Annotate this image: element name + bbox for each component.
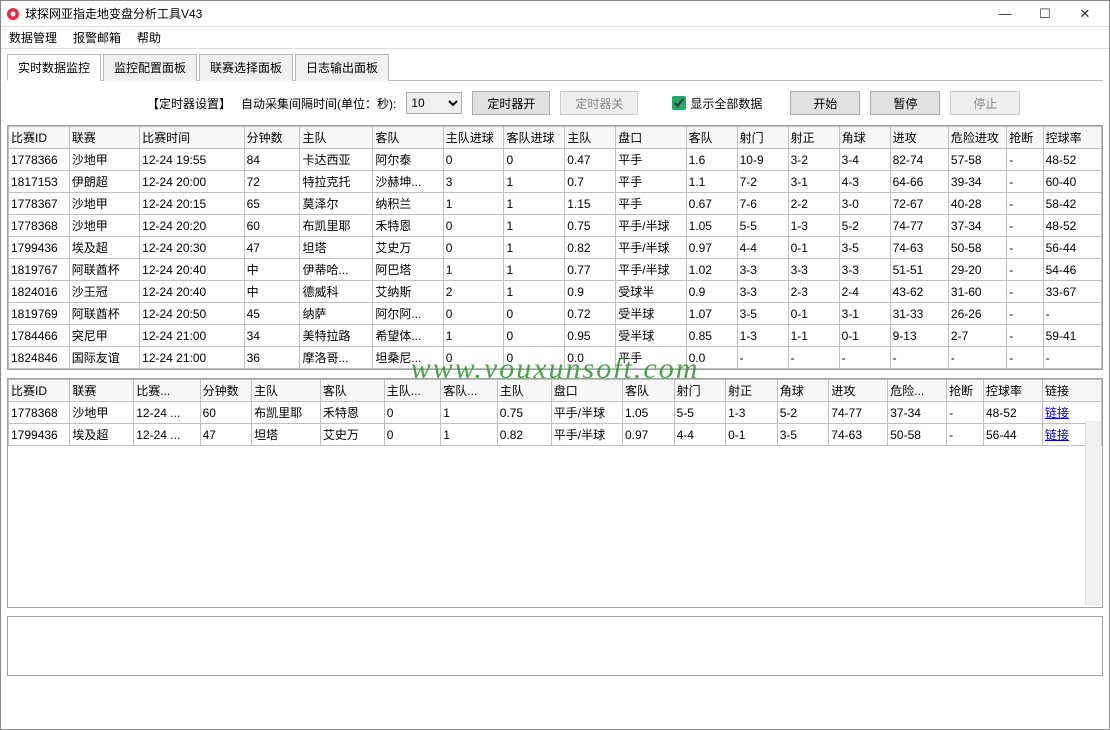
table-row[interactable]: 1778366沙地甲12-24 19:5584卡达西亚阿尔泰000.47平手1.… (9, 149, 1102, 171)
column-header[interactable]: 比赛ID (9, 127, 70, 149)
column-header[interactable]: 比赛时间 (140, 127, 244, 149)
start-button[interactable]: 开始 (790, 91, 860, 115)
timer-on-button[interactable]: 定时器开 (472, 91, 550, 115)
table-row[interactable]: 1799436埃及超12-24 20:3047坦塔艾史万010.82平手/半球0… (9, 237, 1102, 259)
column-header[interactable]: 客队 (622, 380, 674, 402)
maximize-button[interactable]: ☐ (1025, 2, 1065, 26)
column-header[interactable]: 抢断 (947, 380, 984, 402)
show-all-input[interactable] (672, 96, 686, 110)
column-header[interactable]: 角球 (777, 380, 829, 402)
column-header[interactable]: 角球 (839, 127, 890, 149)
main-grid: 比赛ID联赛比赛时间分钟数主队客队主队进球客队进球主队盘口客队射门射正角球进攻危… (7, 125, 1103, 370)
column-header[interactable]: 比赛... (134, 380, 200, 402)
column-header[interactable]: 主队... (384, 380, 440, 402)
table-row[interactable]: 1778368沙地甲12-24 ...60布凯里耶禾特恩010.75平手/半球1… (9, 402, 1102, 424)
table-row[interactable]: 1824016沙王冠12-24 20:40中德威科艾纳斯210.9受球半0.93… (9, 281, 1102, 303)
pause-button[interactable]: 暂停 (870, 91, 940, 115)
interval-label: 自动采集间隔时间(单位：秒): (241, 95, 396, 112)
tab-monitor-config[interactable]: 监控配置面板 (103, 54, 197, 81)
timer-settings-label: 【定时器设置】 (147, 95, 231, 112)
minimize-button[interactable]: — (985, 2, 1025, 26)
column-header[interactable]: 主队 (565, 127, 616, 149)
column-header[interactable]: 联赛 (69, 127, 139, 149)
tab-log-output[interactable]: 日志输出面板 (295, 54, 389, 81)
table-row[interactable]: 1824846国际友谊12-24 21:0036摩洛哥...坦桑尼...000.… (9, 347, 1102, 369)
table-row[interactable]: 1817153伊朗超12-24 20:0072特拉克托沙赫坤...310.7平手… (9, 171, 1102, 193)
table-row[interactable]: 1784466突尼甲12-24 21:0034美特拉路希望体...100.95受… (9, 325, 1102, 347)
window-title: 球探网亚指走地变盘分析工具V43 (25, 5, 985, 22)
detail-link[interactable]: 链接 (1045, 406, 1069, 420)
log-textarea[interactable] (7, 616, 1103, 676)
column-header[interactable]: 射正 (788, 127, 839, 149)
tab-league-select[interactable]: 联赛选择面板 (199, 54, 293, 81)
column-header[interactable]: 客队 (373, 127, 443, 149)
column-header[interactable]: 抢断 (1007, 127, 1043, 149)
column-header[interactable]: 分钟数 (200, 380, 252, 402)
show-all-checkbox[interactable]: 显示全部数据 (672, 95, 762, 112)
column-header[interactable]: 主队 (497, 380, 551, 402)
table-row[interactable]: 1778367沙地甲12-24 20:1565莫泽尔纳积兰111.15平手0.6… (9, 193, 1102, 215)
column-header[interactable]: 主队 (252, 380, 321, 402)
table-row[interactable]: 1819767阿联酋杯12-24 20:40中伊蒂哈...阿巴塔110.77平手… (9, 259, 1102, 281)
column-header[interactable]: 控球率 (1043, 127, 1101, 149)
column-header[interactable]: 分钟数 (244, 127, 300, 149)
column-header[interactable]: 射门 (674, 380, 726, 402)
close-button[interactable]: ✕ (1065, 2, 1105, 26)
column-header[interactable]: 比赛ID (9, 380, 70, 402)
column-header[interactable]: 客队进球 (504, 127, 565, 149)
column-header[interactable]: 射门 (737, 127, 788, 149)
tabstrip: 实时数据监控 监控配置面板 联赛选择面板 日志输出面板 (7, 53, 1103, 81)
column-header[interactable]: 控球率 (984, 380, 1043, 402)
titlebar: 球探网亚指走地变盘分析工具V43 — ☐ ✕ (1, 1, 1109, 27)
interval-select[interactable]: 10 (406, 92, 462, 114)
app-icon (5, 6, 21, 22)
menu-data[interactable]: 数据管理 (5, 27, 61, 48)
tab-realtime[interactable]: 实时数据监控 (7, 54, 101, 81)
column-header[interactable]: 联赛 (70, 380, 134, 402)
column-header[interactable]: 危险... (888, 380, 947, 402)
column-header[interactable]: 盘口 (616, 127, 686, 149)
table-row[interactable]: 1819769阿联酋杯12-24 20:5045纳萨阿尔阿...000.72受半… (9, 303, 1102, 325)
column-header[interactable]: 链接 (1042, 380, 1101, 402)
column-header[interactable]: 客队 (686, 127, 737, 149)
timer-off-button[interactable]: 定时器关 (560, 91, 638, 115)
column-header[interactable]: 盘口 (551, 380, 622, 402)
column-header[interactable]: 进攻 (829, 380, 888, 402)
column-header[interactable]: 客队... (441, 380, 497, 402)
alert-grid: 比赛ID联赛比赛...分钟数主队客队主队...客队...主队盘口客队射门射正角球… (7, 378, 1103, 608)
toolbar: 【定时器设置】 自动采集间隔时间(单位：秒): 10 定时器开 定时器关 显示全… (7, 81, 1103, 125)
stop-button[interactable]: 停止 (950, 91, 1020, 115)
detail-link[interactable]: 链接 (1045, 428, 1069, 442)
menubar: 数据管理 报警邮箱 帮助 (1, 27, 1109, 49)
menu-alert-mail[interactable]: 报警邮箱 (69, 27, 125, 48)
menu-help[interactable]: 帮助 (133, 27, 165, 48)
column-header[interactable]: 危险进攻 (948, 127, 1006, 149)
table-row[interactable]: 1778368沙地甲12-24 20:2060布凯里耶禾特恩010.75平手/半… (9, 215, 1102, 237)
column-header[interactable]: 射正 (726, 380, 778, 402)
column-header[interactable]: 客队 (320, 380, 384, 402)
scrollbar-vertical[interactable] (1085, 421, 1101, 606)
column-header[interactable]: 进攻 (890, 127, 948, 149)
column-header[interactable]: 主队进球 (443, 127, 504, 149)
table-row[interactable]: 1799436埃及超12-24 ...47坦塔艾史万010.82平手/半球0.9… (9, 424, 1102, 446)
column-header[interactable]: 主队 (300, 127, 373, 149)
